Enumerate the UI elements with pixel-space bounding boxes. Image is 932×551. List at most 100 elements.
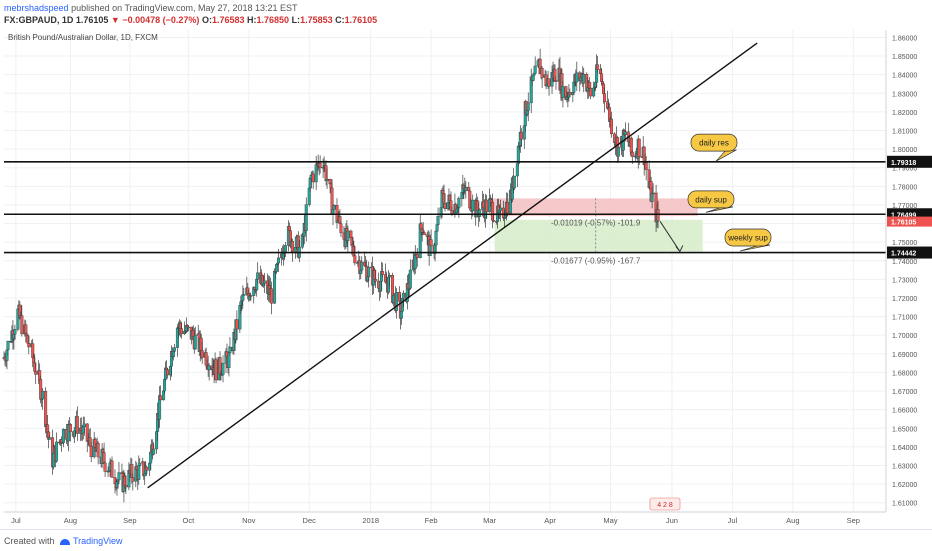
candle-body [532,73,536,76]
ohlc-line: FX:GBPAUD, 1D 1.76105 ▼ −0.00478 (−0.27%… [4,15,377,25]
candle-body [346,230,350,241]
candle-body [656,209,660,222]
candle-body [478,209,482,217]
candle-body [68,423,72,432]
tradingview-logo[interactable]: TradingView [60,536,123,546]
callout-daily-res-tail [715,149,738,162]
y-tick-label: 1.80000 [892,147,917,154]
candle-body [48,437,52,440]
y-tick-label: 1.81000 [892,128,917,135]
candle-body [388,275,392,278]
measure-label-1: -0.01019 (-0.57%) -101.9 [551,218,641,227]
published-text: published on TradingView.com, May 27, 20… [71,3,298,13]
x-tick-label: Dec [303,516,317,525]
candle-body [360,261,364,271]
candle-body [117,472,121,481]
candle-body [166,369,170,376]
y-tick-label: 1.72000 [892,296,917,303]
candle-body [193,334,197,350]
level-price-label: 1.74442 [891,251,916,258]
y-tick-label: 1.83000 [892,91,917,98]
candle-body [179,328,183,335]
price-chart[interactable]: 1.86000 1.85000 1.84000 1.83000 1.82000 1.810… [0,28,932,528]
event-badge [649,497,681,511]
candle-body [311,173,315,183]
tradingview-icon [60,538,70,545]
y-tick-label: 1.86000 [892,35,917,42]
candle-body [221,362,225,375]
callout-weekly-sup-bubble [724,228,772,247]
chart-area[interactable]: 1.86000 1.85000 1.84000 1.83000 1.82000 1.810… [0,28,932,528]
x-tick-label: May [603,516,617,525]
close-label: C: [335,15,345,25]
candle-body [145,466,149,471]
candle-body [464,187,468,191]
low-value: 1.75853 [300,15,333,25]
candle-body [200,350,204,358]
candle-body [34,371,38,375]
candle-body [55,441,59,462]
candle-body [349,230,353,239]
y-tick-label: 1.74000 [892,259,917,266]
candle-body [20,315,24,335]
last-price-text: 1.76105 [75,15,109,25]
candle-body [290,241,294,252]
candle-body [235,319,239,330]
candle-body [325,178,329,182]
y-tick-label: 1.73000 [892,277,917,284]
callout-daily-sup-bubble [687,190,735,209]
y-tick-label: 1.75000 [892,240,917,247]
candle-body [13,329,17,335]
candle-body [374,279,378,282]
candle-body [228,346,232,353]
high-label: H: [247,15,257,25]
x-tick-label: Jun [666,516,678,525]
candle-body [152,448,156,455]
level-price-label: 1.79318 [891,160,916,167]
level-price-tag [887,246,932,259]
y-tick-label: 1.61000 [892,501,917,508]
x-tick-label: Feb [425,516,438,525]
candle-body [429,239,433,246]
support-zone [489,198,698,217]
y-tick-label: 1.77000 [892,203,917,210]
callout-daily-res-bubble [690,133,738,152]
measure-label-2: -0.01677 (-0.95%) -167.7 [551,257,641,266]
candle-body [629,137,633,153]
candle-body [332,205,336,210]
candle-body [568,92,572,96]
candle-body [163,379,167,392]
x-tick-label: Sep [847,516,860,525]
candle-body [609,118,613,135]
candle-body [110,460,114,478]
y-tick-label: 1.65000 [892,426,917,433]
candle-body [207,365,211,371]
candle-body [554,80,558,82]
arrow-head-icon [675,245,684,253]
zones [489,198,703,252]
y-tick-label: 1.66000 [892,408,917,415]
trendline [147,42,758,489]
author-link[interactable]: mebrshadspeed [4,3,69,13]
close-value: 1.76105 [344,15,378,25]
candle-body [415,254,419,258]
drawings [4,42,886,489]
candle-body [318,162,322,168]
x-tick-label: Aug [64,516,77,525]
candle-body [623,131,627,135]
y-tick-label: 1.78000 [892,184,917,191]
candle-body [596,64,600,70]
y-tick-label: 1.69000 [892,352,917,359]
last-price-label: 1.76105 [891,220,916,227]
x-tick-label: Aug [786,516,799,525]
candle-body [131,477,135,482]
candle-body [27,343,31,348]
candle-body [519,131,523,140]
last-price-tag [887,216,932,227]
y-tick-label: 1.67000 [892,389,917,396]
candle-body [270,288,274,304]
axes: 1.86000 1.85000 1.84000 1.83000 1.82000 1.810… [4,30,917,525]
candle-body [283,245,287,253]
high-value: 1.76850 [256,15,290,25]
candle-body [214,359,218,381]
